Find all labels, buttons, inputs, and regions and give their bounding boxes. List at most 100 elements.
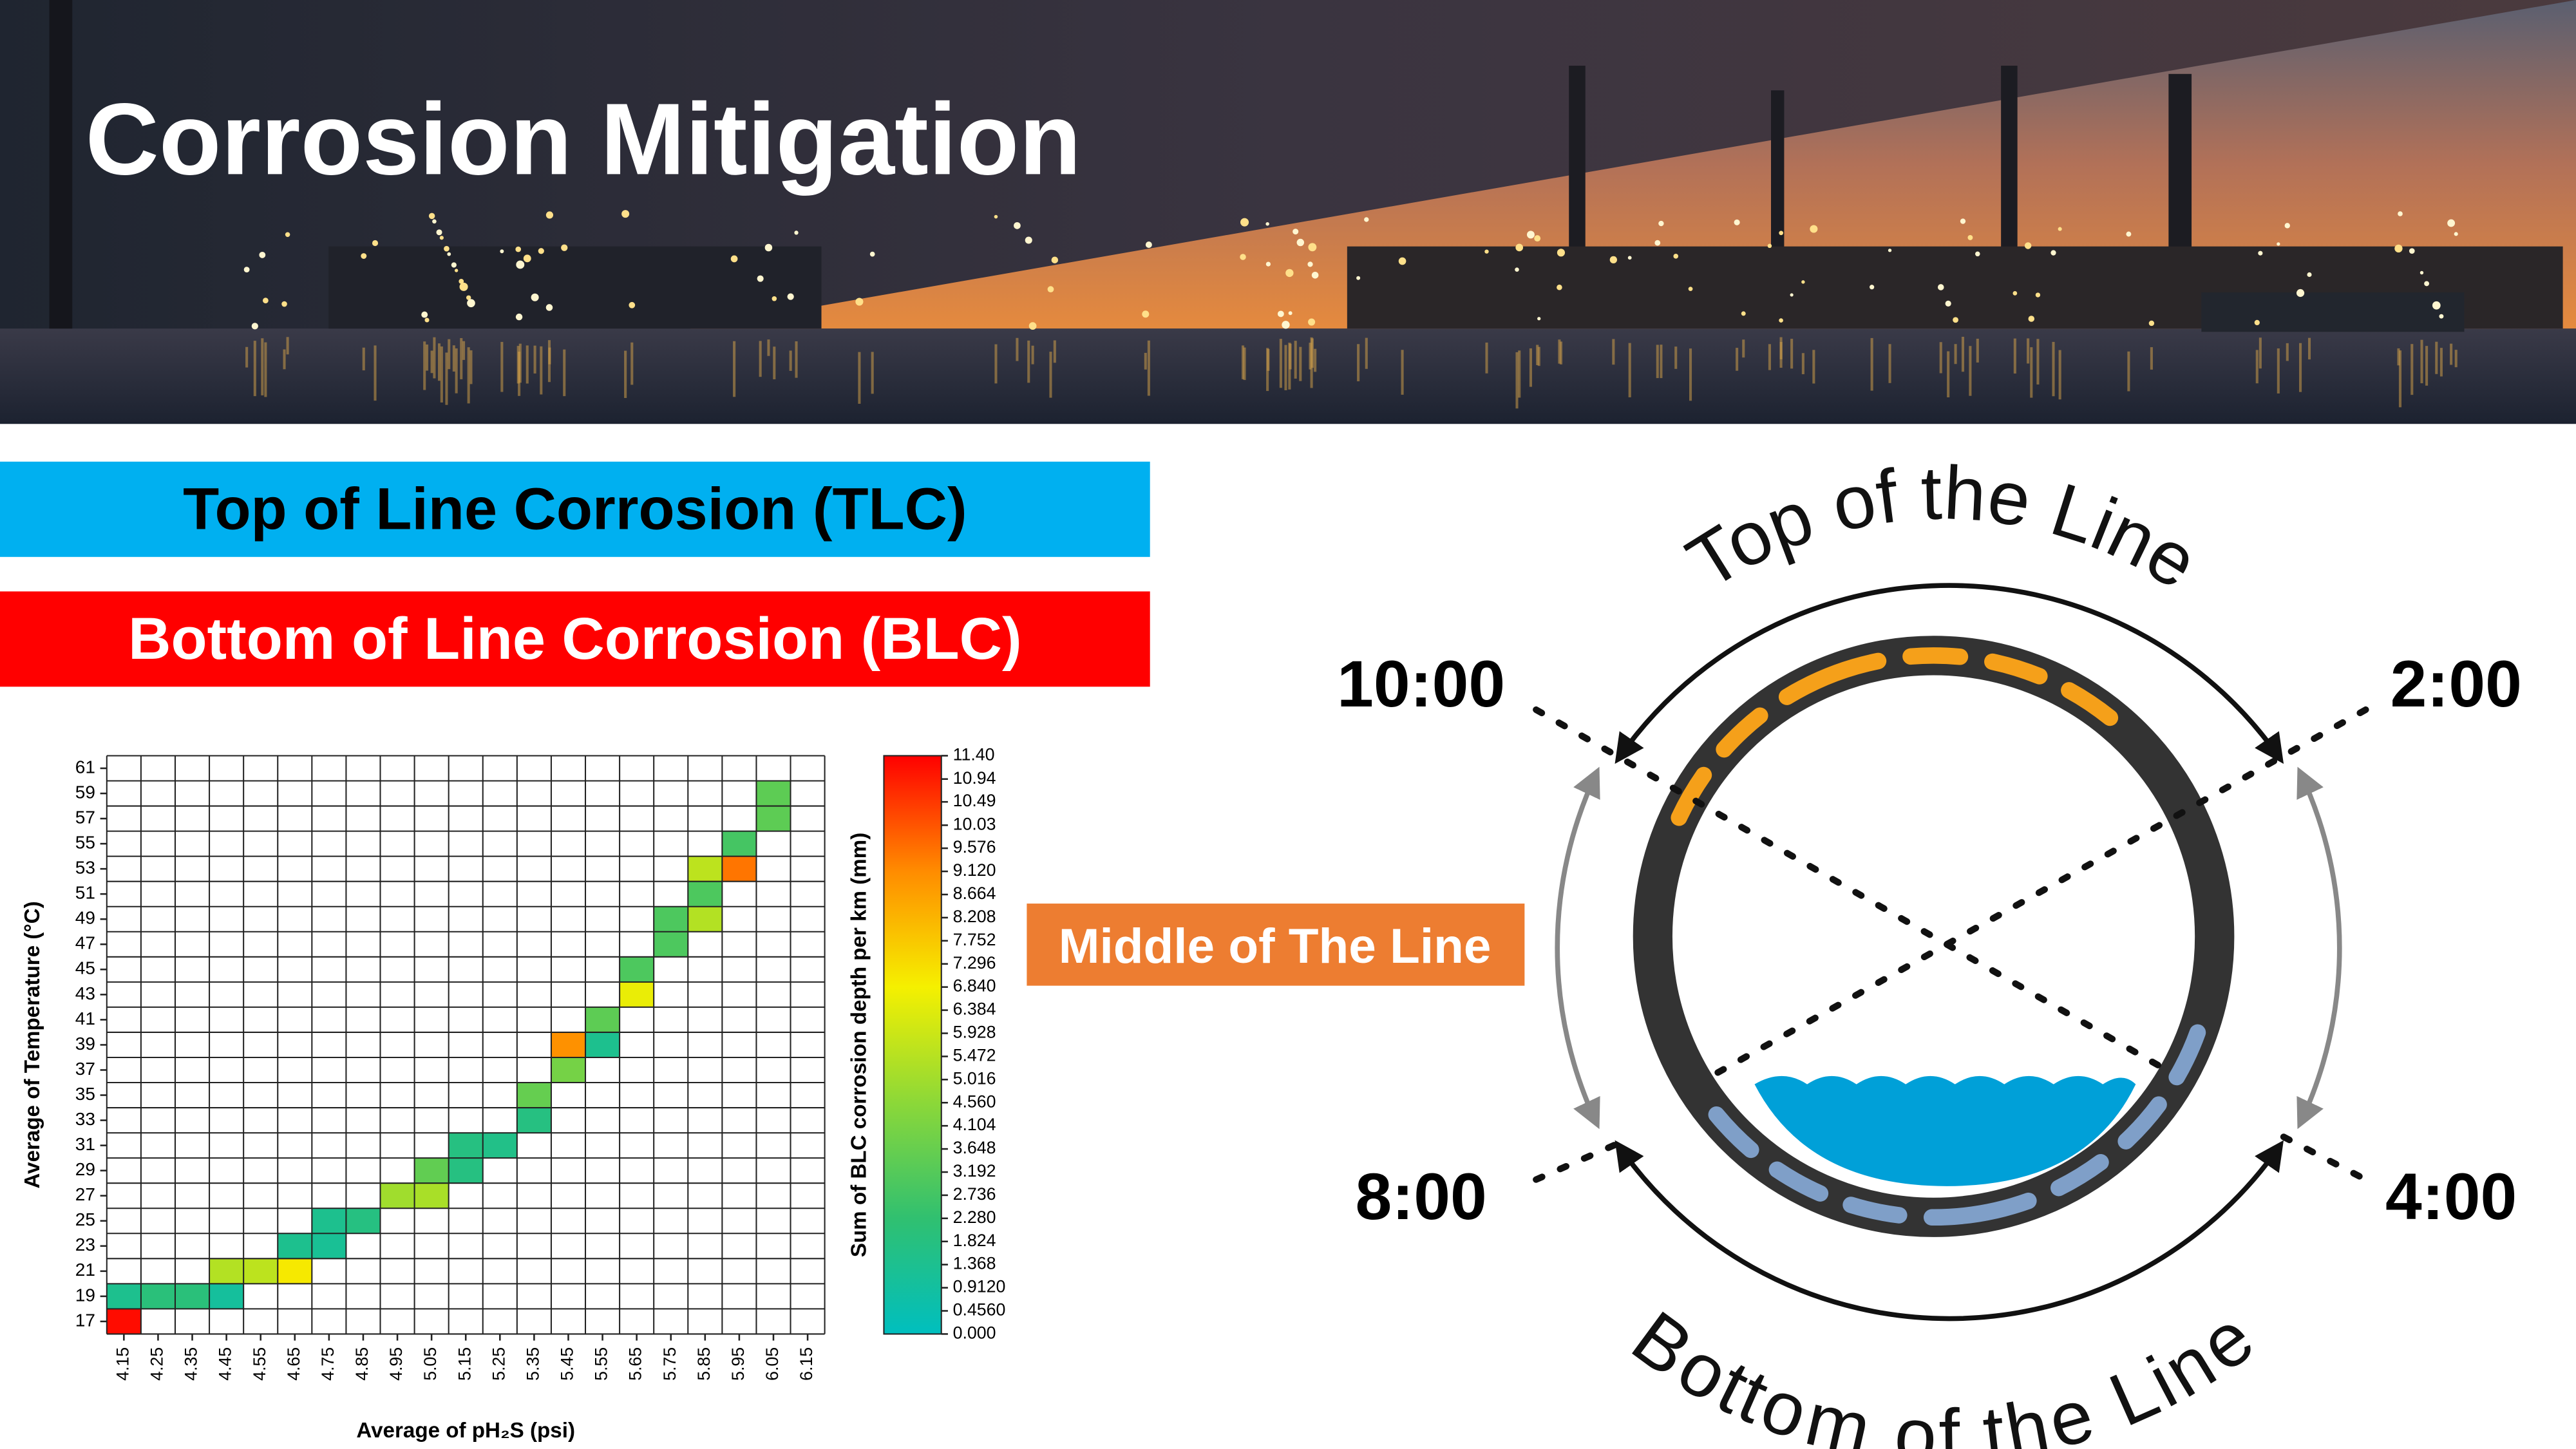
reflection: [374, 345, 377, 401]
y-tick-label: 53: [75, 858, 95, 878]
reflection: [1144, 352, 1147, 370]
reflection: [526, 345, 529, 384]
light: [2028, 316, 2035, 322]
light: [2439, 314, 2444, 319]
light: [1953, 317, 1958, 323]
reflection: [2307, 337, 2311, 360]
heat-cell: [380, 1183, 415, 1209]
top-label-path: Top of the Line: [1673, 450, 2212, 605]
heat-cell: [688, 881, 723, 907]
reflection: [1147, 340, 1150, 396]
reflection: [467, 347, 470, 404]
colorbar-tick-label: 5.472: [953, 1045, 996, 1065]
light: [1654, 240, 1661, 246]
light: [1945, 300, 1951, 307]
light: [436, 229, 442, 236]
light: [432, 219, 437, 224]
light: [1265, 261, 1271, 267]
light: [1265, 222, 1269, 226]
light: [1937, 284, 1944, 290]
colorbar-tick-label: 6.840: [953, 976, 996, 996]
x-tick-label: 5.75: [660, 1347, 679, 1381]
heat-cell: [482, 1133, 517, 1159]
reflection: [1961, 336, 1965, 372]
heat-cell: [414, 1183, 449, 1209]
x-tick-label: 5.55: [592, 1347, 611, 1381]
light: [1145, 242, 1152, 248]
light: [1734, 219, 1740, 225]
reflection: [630, 342, 634, 385]
heat-cell: [551, 1057, 586, 1083]
light: [1356, 276, 1361, 280]
light: [439, 236, 444, 240]
reflection: [430, 350, 433, 374]
light: [500, 249, 504, 254]
reflection: [1309, 343, 1312, 370]
reflection: [1947, 351, 1950, 398]
clock-label: 2:00: [2391, 647, 2522, 721]
blc-label: Bottom of Line Corrosion (BLC): [128, 606, 1021, 672]
heat-cell: [414, 1158, 449, 1184]
reflection: [789, 350, 792, 371]
light: [1311, 271, 1319, 279]
light: [285, 232, 290, 238]
x-tick-label: 4.25: [147, 1347, 167, 1381]
reflection: [1870, 337, 1873, 391]
reflection: [2450, 343, 2453, 365]
heat-cell: [756, 806, 791, 831]
reflection: [445, 352, 448, 405]
colorbar-tick-label: 6.384: [953, 999, 996, 1019]
header-banner: Corrosion Mitigation: [0, 0, 2576, 424]
light: [251, 323, 258, 330]
tlc-label: Top of Line Corrosion (TLC): [183, 476, 967, 542]
light: [2454, 232, 2458, 236]
reflection: [1768, 344, 1771, 370]
colorbar-tick-label: 7.296: [953, 953, 996, 972]
x-tick-label: 4.65: [284, 1347, 303, 1381]
reflection: [1888, 344, 1891, 383]
dotted-line: [1533, 1140, 1622, 1183]
light: [787, 293, 794, 300]
reflection: [1537, 346, 1540, 366]
reflection: [469, 350, 473, 384]
heat-cell: [620, 956, 654, 982]
reflection: [1053, 340, 1056, 363]
colorbar-tick-label: 4.104: [953, 1115, 996, 1134]
reflection: [2454, 350, 2458, 368]
light: [2394, 244, 2403, 252]
reflection: [1812, 350, 1815, 384]
reflection: [1485, 342, 1488, 374]
middle-box: [1027, 904, 1525, 986]
y-tick-label: 57: [75, 807, 95, 827]
light: [994, 214, 998, 219]
light: [757, 275, 764, 282]
light: [764, 243, 773, 252]
reflection: [2259, 337, 2262, 369]
reflection: [286, 337, 289, 355]
colorbar-tick-label: 5.016: [953, 1068, 996, 1088]
x-axis-label: Average of pH₂S (psi): [356, 1419, 575, 1443]
light: [454, 269, 459, 272]
heat-cell: [312, 1233, 346, 1259]
x-tick-label: 5.15: [455, 1347, 474, 1381]
reflection: [1365, 337, 1368, 369]
light: [424, 317, 430, 323]
reflection: [759, 341, 762, 377]
reflection: [362, 347, 365, 371]
light: [1557, 249, 1566, 257]
reflection: [2439, 348, 2443, 377]
reflection: [1049, 352, 1052, 398]
heat-cell: [106, 1283, 141, 1309]
reflection: [455, 348, 458, 393]
heat-cell: [243, 1258, 278, 1284]
light: [2296, 289, 2305, 298]
reflection: [1284, 345, 1287, 390]
reflection: [264, 342, 267, 397]
colorbar-tick-label: 11.40: [953, 745, 995, 764]
light: [428, 213, 435, 220]
colorbar-tick-label: 10.49: [953, 791, 996, 810]
light: [621, 210, 630, 218]
heat-cell: [278, 1258, 312, 1284]
reflection: [2036, 339, 2040, 385]
blc-dashes: [1644, 647, 2223, 1226]
